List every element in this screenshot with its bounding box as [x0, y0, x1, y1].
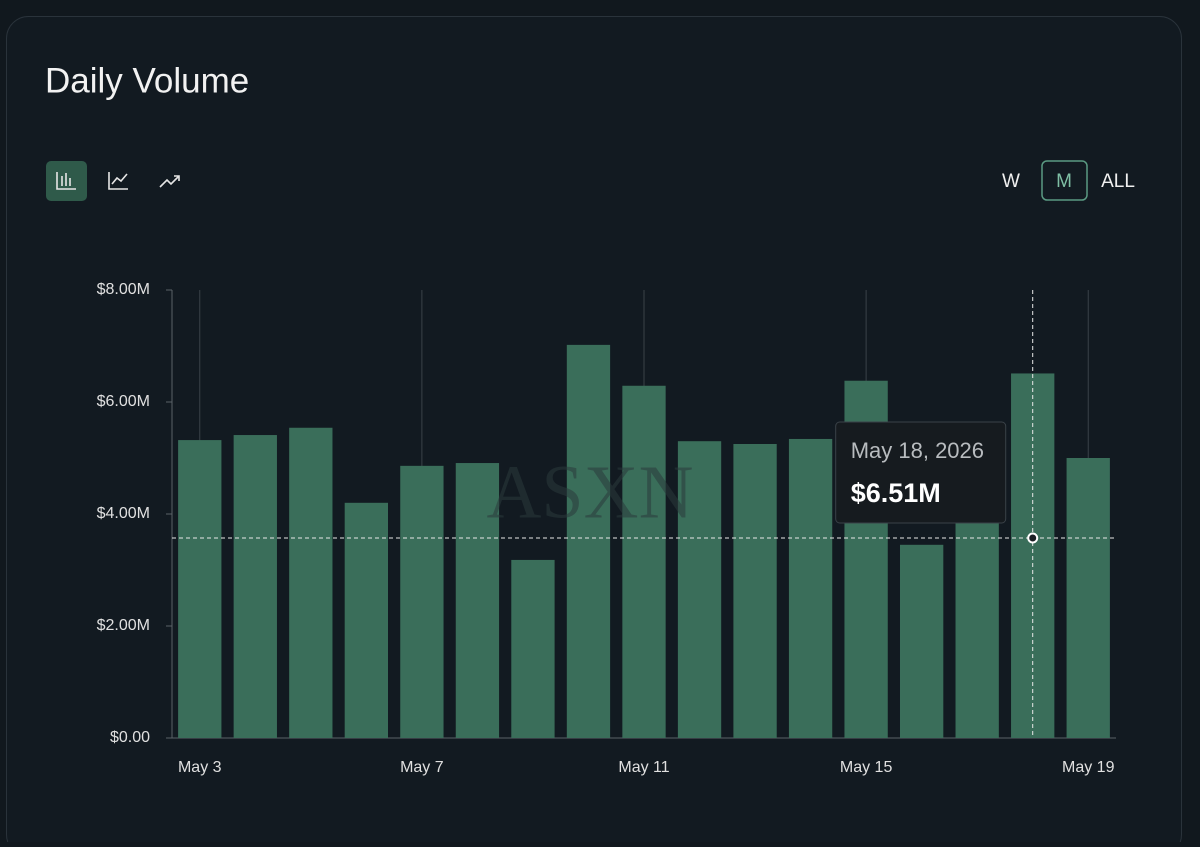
- bar[interactable]: [178, 440, 222, 738]
- range-button-label[interactable]: W: [1002, 171, 1020, 192]
- bar[interactable]: [955, 519, 999, 738]
- x-tick-label: May 3: [178, 759, 222, 776]
- y-tick-label: $6.00M: [97, 393, 150, 410]
- bar[interactable]: [677, 441, 722, 738]
- hover-point: [1027, 532, 1039, 544]
- x-tick-label: May 19: [1062, 759, 1115, 776]
- bar[interactable]: [622, 385, 666, 738]
- range-button-label[interactable]: ALL: [1101, 171, 1135, 192]
- x-tick-label: May 7: [400, 759, 444, 776]
- range-button-label[interactable]: M: [1056, 171, 1072, 192]
- y-tick-label: $2.00M: [97, 617, 150, 634]
- x-tick-label: May 11: [618, 759, 669, 776]
- bar[interactable]: [511, 559, 555, 738]
- watermark: ASXN: [487, 450, 694, 534]
- bar[interactable]: [733, 444, 777, 738]
- tooltip-box: [835, 421, 1007, 524]
- line-chart-icon[interactable]: [108, 172, 128, 190]
- tooltip-date: May 18, 2026: [851, 438, 984, 463]
- bar[interactable]: [566, 344, 611, 738]
- y-tick-label: $0.00: [110, 729, 150, 746]
- x-tick-label: May 15: [840, 759, 893, 776]
- bar[interactable]: [899, 544, 944, 738]
- range-button-selected[interactable]: [1041, 160, 1088, 201]
- y-tick-label: $8.00M: [97, 281, 150, 298]
- tooltip-value: $6.51M: [851, 478, 941, 508]
- bar[interactable]: [788, 438, 833, 738]
- chart-title: Daily Volume: [45, 61, 249, 100]
- bar[interactable]: [455, 463, 500, 738]
- bar[interactable]: [1066, 458, 1110, 738]
- bar[interactable]: [289, 427, 333, 738]
- cumulative-chart-icon[interactable]: [159, 175, 180, 188]
- y-tick-label: $4.00M: [97, 505, 150, 522]
- bar[interactable]: [400, 465, 444, 738]
- bar[interactable]: [344, 502, 389, 738]
- bar-icon: [56, 172, 76, 190]
- bar[interactable]: [233, 435, 277, 738]
